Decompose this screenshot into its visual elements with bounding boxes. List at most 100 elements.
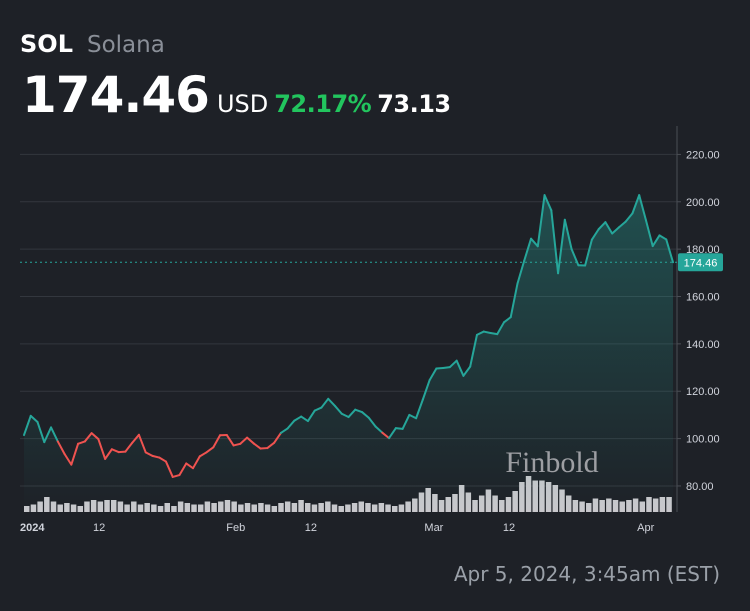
price-line-segment — [124, 441, 134, 453]
price-line-segment — [570, 248, 580, 267]
price-line-segment — [448, 359, 458, 369]
price-line-segment — [509, 282, 519, 319]
price-line-segment — [178, 462, 188, 477]
price-line-segment — [563, 218, 573, 251]
y-tick-label: 160.00 — [686, 292, 720, 304]
price-area-fill — [24, 195, 673, 512]
price-line-segment — [43, 426, 53, 444]
price-line-segment — [658, 234, 668, 241]
y-tick-label: 200.00 — [686, 197, 720, 209]
price-line-segment — [313, 406, 323, 412]
price-line-segment — [611, 226, 620, 235]
price-line-segment — [273, 431, 282, 444]
price-line-segment — [97, 438, 107, 460]
x-tick-label: 12 — [503, 522, 515, 534]
price-line-segment — [77, 440, 86, 445]
asset-name: Solana — [86, 32, 165, 58]
ticker-row: SOL Solana — [20, 30, 165, 60]
x-tick-label: Mar — [424, 522, 443, 534]
x-tick-label: Apr — [637, 522, 654, 534]
y-tick-label: 180.00 — [686, 244, 720, 256]
price-line-segment — [469, 333, 478, 368]
price-line-segment — [624, 212, 634, 223]
price-line-segment — [83, 432, 93, 443]
x-tick-label: 12 — [93, 522, 105, 534]
price-line-segment — [651, 234, 661, 248]
price-line-segment — [401, 413, 411, 430]
price-line-segment — [631, 194, 641, 215]
price-line-segment — [144, 451, 154, 457]
price-line-segment — [462, 365, 472, 377]
change-value: 73.13 — [377, 90, 451, 118]
price-line-segment — [415, 398, 424, 420]
price-line-segment — [557, 218, 566, 275]
y-tick-label: 220.00 — [686, 149, 720, 161]
price-line-segment — [205, 446, 215, 454]
price-line-segment — [90, 432, 100, 441]
price-line-segment — [455, 359, 465, 377]
price-line-segment — [530, 237, 539, 248]
watermark-finbold: Finbold — [505, 446, 598, 479]
ticker-symbol: SOL — [20, 30, 73, 58]
price-line-segment — [212, 434, 222, 449]
price-line-segment — [367, 416, 377, 428]
price-line-segment — [300, 415, 309, 423]
price-line-segment — [293, 415, 303, 422]
y-tick-label: 100.00 — [686, 434, 720, 446]
price-line-segment — [347, 408, 357, 419]
price-line-segment — [137, 433, 147, 454]
price-line-segment — [104, 448, 113, 460]
price-line-segment — [131, 433, 140, 444]
price-line-segment — [23, 414, 32, 437]
price-line-segment — [327, 397, 336, 407]
price-line-segment — [252, 442, 262, 450]
price-line-segment — [286, 419, 296, 430]
price-line-segment — [225, 434, 235, 447]
price-line-segment — [198, 451, 208, 458]
price-line-segment — [36, 421, 46, 444]
price-line-segment — [428, 367, 438, 382]
price-line-segment — [239, 436, 249, 445]
price-line-segment — [374, 425, 384, 434]
price-line-segment — [475, 330, 485, 336]
y-tick-label: 140.00 — [686, 339, 720, 351]
current-price-badge-label: 174.46 — [684, 257, 718, 269]
price-line-segment — [192, 455, 201, 470]
price-line-segment — [333, 404, 343, 415]
price-line-segment — [496, 321, 505, 336]
y-tick-label: 120.00 — [686, 386, 720, 398]
price-line-segment — [381, 431, 391, 440]
price-line-segment — [232, 442, 242, 447]
price-line-segment — [644, 219, 654, 248]
price-line-segment — [354, 408, 364, 414]
price-line-segment — [523, 237, 533, 262]
price-line-segment — [665, 238, 674, 264]
price-line-segment — [604, 221, 614, 235]
price-line-segment — [266, 441, 276, 450]
price-line-segment — [171, 474, 181, 478]
price-line-segment — [617, 220, 627, 229]
price-line-segment — [388, 427, 397, 440]
price-line-segment — [550, 209, 560, 275]
price-line-segment — [536, 194, 546, 248]
price-line-segment — [50, 426, 59, 443]
x-tick-label: Feb — [226, 522, 245, 534]
y-tick-label: 80.00 — [686, 481, 714, 493]
price-line-segment — [70, 442, 80, 466]
price-line-segment — [158, 456, 167, 463]
change-percent: 72.17% — [274, 90, 372, 118]
price-line-segment — [29, 414, 39, 424]
price-line-segment — [482, 330, 492, 334]
price-line-segment — [543, 194, 553, 212]
price-line-segment — [394, 427, 404, 430]
price-line-segment — [151, 454, 161, 459]
price-line-segment — [489, 331, 499, 336]
price-line-segment — [408, 413, 418, 420]
price-line-segment — [110, 448, 120, 454]
currency-label: USD — [216, 90, 269, 118]
x-tick-label: 12 — [305, 522, 317, 534]
price-line-segment — [185, 462, 195, 470]
price-line-segment — [597, 221, 607, 231]
price-line-segment — [638, 194, 647, 222]
